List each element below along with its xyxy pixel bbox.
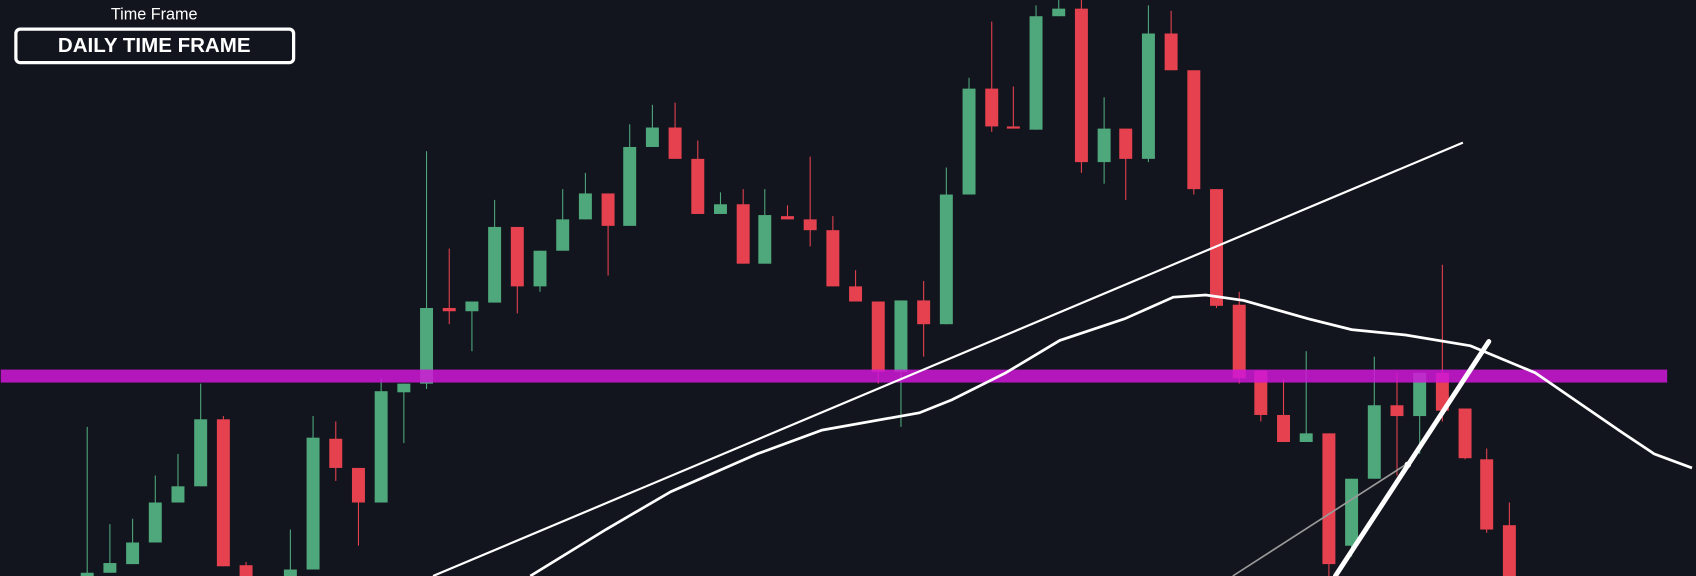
candle-body [691, 158, 705, 214]
candle-body [736, 204, 750, 264]
candle-body [533, 250, 547, 287]
candle-body [103, 563, 117, 573]
candle-body [329, 438, 343, 468]
candle-body [1367, 405, 1381, 479]
moving-average [529, 293, 1693, 576]
candle-body [1164, 33, 1178, 71]
candle-body [1187, 70, 1201, 190]
candle-body [1480, 459, 1494, 530]
candle-body [871, 301, 885, 372]
candle-body [374, 391, 388, 503]
candle-body [283, 569, 297, 576]
candle-body [126, 542, 140, 565]
candle-body [239, 565, 253, 576]
candle-body [1074, 8, 1088, 163]
candle-body [1299, 433, 1313, 442]
candle-body [351, 467, 365, 503]
candle-body [645, 127, 659, 147]
candle-body [758, 215, 772, 264]
candle-body [601, 193, 615, 226]
candle-body [1006, 126, 1020, 129]
candles [80, 0, 1516, 576]
candle-body [849, 286, 863, 302]
label-box [14, 27, 296, 65]
candle-body [803, 219, 817, 231]
candle-body [780, 216, 794, 220]
candle-body [1413, 372, 1427, 417]
label-caption: Time Frame [111, 5, 198, 23]
candle-body [917, 300, 931, 325]
candle-body [420, 307, 434, 384]
candle-body [80, 572, 94, 576]
candle-body [1029, 16, 1043, 130]
candle-body [1345, 478, 1359, 546]
candle-body [148, 502, 162, 543]
candle-body [306, 437, 320, 570]
candle-body [623, 146, 637, 226]
candle-body [1232, 304, 1246, 379]
candle-body [1097, 128, 1111, 163]
candle-body [1458, 408, 1472, 459]
breakout-line [1332, 339, 1492, 576]
candle-body [578, 193, 592, 220]
candle-body [510, 226, 524, 287]
candle-body [939, 194, 953, 325]
candle-body [1119, 128, 1133, 159]
line-handle [1404, 461, 1412, 468]
candle-body [826, 230, 840, 287]
candle-body [962, 88, 976, 195]
candle-body [1502, 525, 1516, 576]
candle-body [668, 127, 682, 159]
candle-body [488, 226, 502, 303]
label-title: DAILY TIME FRAME [58, 34, 251, 57]
candle-body [397, 383, 411, 393]
candle-body [1390, 405, 1404, 417]
candle-body [442, 307, 456, 312]
candle-body [194, 419, 208, 487]
candle-body [1052, 8, 1066, 17]
candle-body [171, 486, 185, 503]
candle-body [1141, 33, 1155, 159]
support-line [0, 369, 1668, 383]
candle-body [985, 88, 999, 127]
thin-trend-line [1232, 464, 1407, 576]
candle-body [556, 219, 570, 251]
candle-body [713, 204, 727, 214]
candle-body [465, 301, 479, 312]
candle-body [1322, 433, 1336, 565]
candle-body [1277, 414, 1290, 442]
candle-body [894, 300, 908, 372]
candle-body [216, 419, 230, 567]
trend-line [432, 141, 1464, 576]
